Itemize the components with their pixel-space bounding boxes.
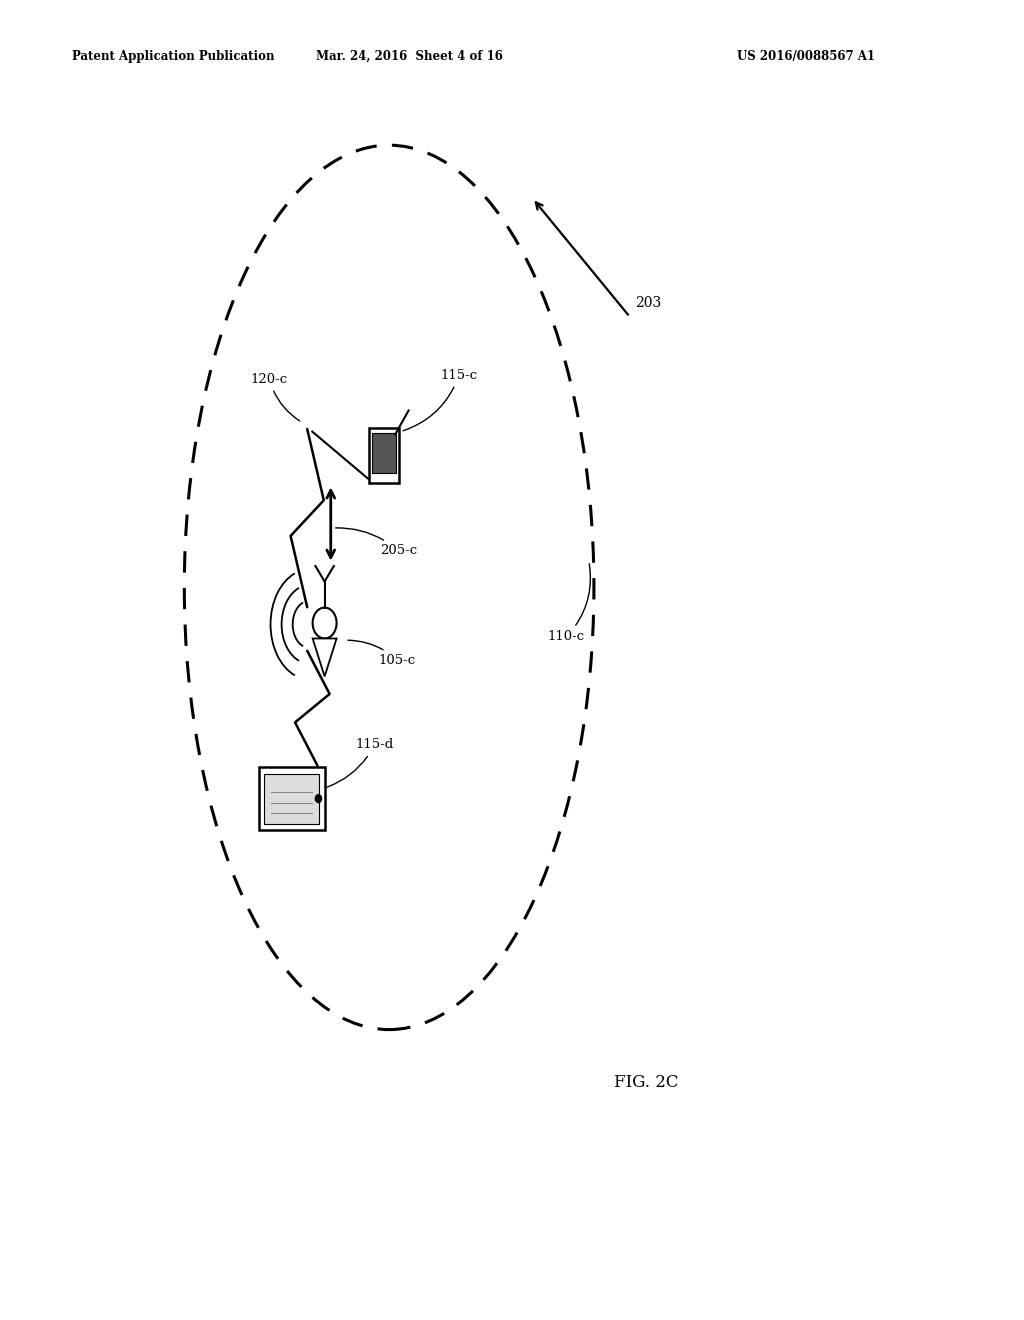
- FancyBboxPatch shape: [259, 767, 325, 830]
- Circle shape: [315, 795, 322, 803]
- Text: FIG. 2C: FIG. 2C: [614, 1074, 679, 1090]
- Text: 205-c: 205-c: [336, 528, 417, 557]
- FancyBboxPatch shape: [369, 428, 399, 483]
- FancyBboxPatch shape: [373, 433, 395, 473]
- Polygon shape: [312, 639, 337, 676]
- Text: 110-c: 110-c: [548, 564, 591, 643]
- FancyBboxPatch shape: [264, 774, 319, 824]
- Text: US 2016/0088567 A1: US 2016/0088567 A1: [737, 50, 876, 63]
- Text: Patent Application Publication: Patent Application Publication: [72, 50, 274, 63]
- Text: 115-d: 115-d: [328, 738, 393, 787]
- Text: Mar. 24, 2016  Sheet 4 of 16: Mar. 24, 2016 Sheet 4 of 16: [316, 50, 503, 63]
- Text: 105-c: 105-c: [348, 640, 416, 667]
- Text: 203: 203: [635, 296, 662, 310]
- Text: 115-c: 115-c: [403, 368, 477, 430]
- Text: 120-c: 120-c: [251, 372, 300, 421]
